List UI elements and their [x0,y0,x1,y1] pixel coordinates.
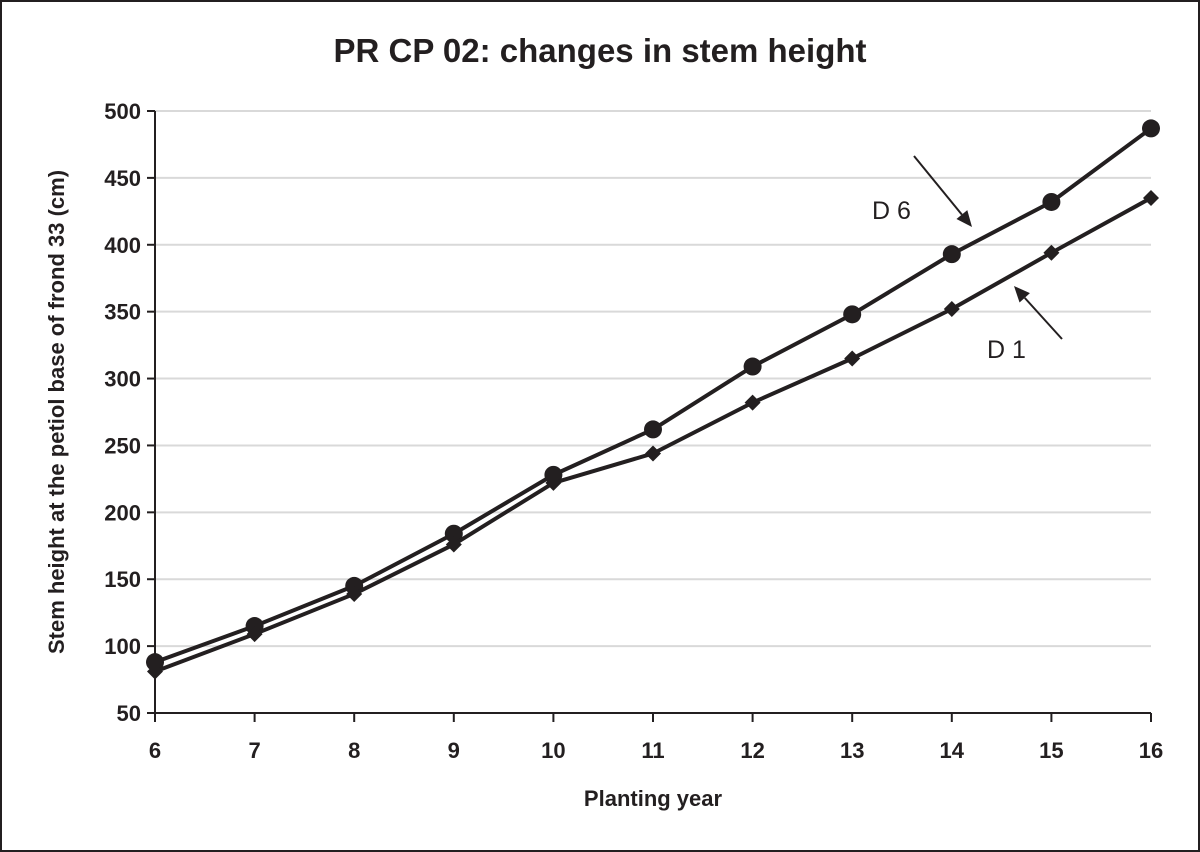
marker-d6 [146,653,164,672]
y-tick-label: 250 [104,433,141,458]
y-tick-label: 400 [104,233,141,258]
marker-d1 [943,300,960,317]
x-tick-label: 8 [348,738,360,763]
marker-d6 [1042,192,1061,211]
marker-d6 [743,357,762,376]
y-tick-label: 300 [104,367,141,392]
marker-d6 [843,305,862,324]
x-tick-label: 13 [840,738,864,763]
series [146,119,1160,680]
marker-d1 [1043,244,1060,261]
marker-d1 [147,663,163,680]
x-tick-label: 10 [541,738,565,763]
annotation-d1-arrow-head [1014,286,1030,303]
x-tick-label: 9 [448,738,460,763]
x-tick-label: 15 [1039,738,1063,763]
x-tick-label: 11 [641,738,664,763]
axes: 50 100 150 200 250 300 350 400 450 500 6 7 8 9 10 11 12 1… [104,99,1163,763]
x-tick-label: 6 [149,738,161,763]
x-tick-label: 14 [940,738,965,763]
y-tick-label: 450 [104,166,141,191]
y-tick-label: 50 [117,701,141,726]
marker-d6 [544,465,563,484]
annotation-d6-arrow-head [956,210,972,227]
annotation-d6-label: D 6 [872,197,911,225]
x-tick-label: 7 [248,738,260,763]
x-tick-label: 16 [1139,738,1163,763]
annotation-d1-arrow-shaft [1023,297,1063,340]
annotation-d6-arrow-shaft [913,155,963,216]
marker-d1 [545,474,562,491]
marker-d1 [645,445,661,462]
series-line-d6 [154,126,1153,665]
x-tick-label: 12 [740,738,764,763]
y-tick-label: 500 [104,99,141,124]
annotation-d1-label: D 1 [987,336,1026,364]
chart-title: PR CP 02: changes in stem height [333,32,866,69]
marker-d6 [444,524,463,543]
marker-d1 [246,626,263,643]
gridlines [155,110,1151,648]
marker-d6 [644,420,662,439]
marker-d1 [1143,189,1159,206]
marker-d6 [942,245,961,264]
marker-d1 [844,350,861,367]
y-axis-label: Stem height at the petiol base of frond … [44,170,69,654]
y-tick-label: 150 [104,567,141,592]
marker-d6 [1142,119,1160,138]
x-axis-label: Planting year [584,786,723,811]
y-tick-label: 350 [104,300,141,325]
marker-d1 [445,536,462,553]
y-tick-label: 100 [104,634,141,659]
y-tick-label: 200 [104,500,141,525]
marker-d1 [744,394,761,411]
marker-d1 [346,585,363,602]
annotations: D 6 D 1 [872,155,1063,364]
